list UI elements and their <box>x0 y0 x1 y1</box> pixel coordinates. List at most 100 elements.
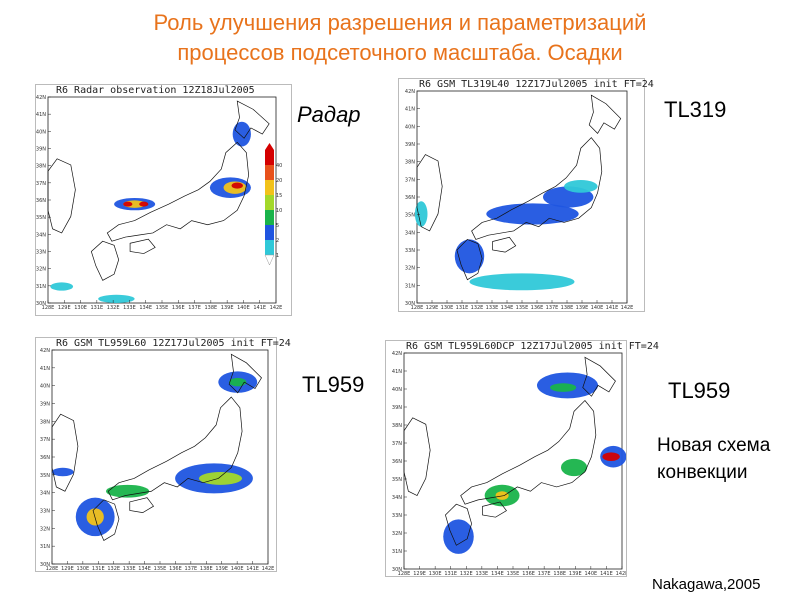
lon-tick-label: 134E <box>501 305 514 311</box>
lon-tick-label: 136E <box>169 566 182 571</box>
colorbar-swatch <box>265 210 274 225</box>
lon-tick-label: 129E <box>413 571 426 576</box>
lat-tick-label: 32N <box>405 266 415 272</box>
precip-patch <box>123 201 133 207</box>
credit-text: Nakagawa,2005 <box>652 576 761 593</box>
lat-tick-label: 41N <box>392 369 402 375</box>
lon-tick-label: 132E <box>107 566 120 571</box>
tl959-dcp-map: 42N41N40N39N38N37N36N35N34N33N32N31N30N1… <box>392 351 626 576</box>
lat-tick-label: 31N <box>405 283 415 289</box>
lat-tick-label: 38N <box>405 160 415 166</box>
lon-tick-label: 140E <box>591 305 604 311</box>
lon-tick-label: 132E <box>460 571 473 576</box>
colorbar-label: 10 <box>276 208 282 214</box>
panel-title: R6 GSM TL959L60 12Z17Jul2005 init FT=24 <box>56 338 291 349</box>
lat-tick-label: 36N <box>392 459 402 465</box>
lat-tick-label: 32N <box>392 531 402 537</box>
precip-patch <box>495 491 509 500</box>
colorbar-label: 2 <box>276 238 279 244</box>
precip-patch <box>443 519 474 554</box>
lat-tick-label: 34N <box>405 230 415 236</box>
coastline <box>90 240 120 281</box>
lon-tick-label: 129E <box>61 566 74 571</box>
lon-tick-label: 128E <box>42 305 55 311</box>
lat-tick-label: 36N <box>40 455 50 461</box>
precip-patch <box>50 282 74 291</box>
coastline <box>107 396 243 501</box>
lon-tick-label: 136E <box>172 305 185 311</box>
coastline <box>482 501 507 518</box>
new-scheme-line-1: Новая схема <box>657 435 771 456</box>
lat-tick-label: 35N <box>392 477 402 483</box>
lon-tick-label: 141E <box>253 305 266 311</box>
lat-tick-label: 30N <box>36 301 46 307</box>
lon-tick-label: 130E <box>77 566 90 571</box>
lon-tick-label: 138E <box>561 305 574 311</box>
lat-tick-label: 41N <box>40 366 50 372</box>
map-plot: 42N41N40N39N38N37N36N35N34N33N32N31N30N1… <box>36 95 282 311</box>
coastline <box>460 399 597 505</box>
colorbar-swatch <box>265 165 274 180</box>
lat-tick-label: 34N <box>36 232 46 238</box>
lon-tick-label: 130E <box>429 571 442 576</box>
lon-tick-label: 137E <box>538 571 551 576</box>
lon-tick-label: 132E <box>471 305 484 311</box>
colorbar-label: 15 <box>276 193 282 199</box>
lat-tick-label: 39N <box>392 405 402 411</box>
map-plot: 42N41N40N39N38N37N36N35N34N33N32N31N30N1… <box>405 89 633 311</box>
lat-tick-label: 40N <box>405 124 415 130</box>
lat-tick-label: 37N <box>392 441 402 447</box>
lon-tick-label: 139E <box>576 305 589 311</box>
lat-tick-label: 38N <box>40 419 50 425</box>
precip-patch <box>52 467 74 477</box>
lon-tick-label: 139E <box>569 571 582 576</box>
lon-tick-label: 140E <box>231 566 244 571</box>
lat-tick-label: 33N <box>405 248 415 254</box>
lon-tick-label: 131E <box>91 305 104 311</box>
panel-title: R6 GSM TL319L40 12Z17Jul2005 init FT=24 <box>419 79 654 90</box>
lat-tick-label: 40N <box>36 129 46 135</box>
tl959-panel: R6 GSM TL959L60 12Z17Jul2005 init FT=24 … <box>35 337 291 572</box>
lat-tick-label: 36N <box>36 198 46 204</box>
lon-tick-label: 133E <box>476 571 489 576</box>
lon-tick-label: 141E <box>606 305 619 311</box>
lon-tick-label: 133E <box>123 566 136 571</box>
lat-tick-label: 30N <box>40 562 50 568</box>
lat-tick-label: 33N <box>36 250 46 256</box>
panel-title: R6 GSM TL959L60DCP 12Z17Jul2005 init FT=… <box>406 341 659 352</box>
title-line-1: Роль улучшения разрешения и параметризац… <box>153 10 647 35</box>
lon-tick-label: 137E <box>185 566 198 571</box>
lat-tick-label: 34N <box>392 495 402 501</box>
precip-patch <box>602 452 620 461</box>
lon-tick-label: 136E <box>531 305 544 311</box>
lon-tick-label: 131E <box>444 571 457 576</box>
lat-tick-label: 39N <box>36 147 46 153</box>
precip-patch <box>550 383 577 392</box>
lat-tick-label: 41N <box>405 107 415 113</box>
lat-tick-label: 40N <box>40 384 50 390</box>
lon-tick-label: 130E <box>441 305 454 311</box>
radar-label: Радар <box>297 102 361 127</box>
lat-tick-label: 40N <box>392 387 402 393</box>
lon-tick-label: 131E <box>92 566 105 571</box>
lon-tick-label: 140E <box>585 571 598 576</box>
precip-patch <box>560 458 588 477</box>
coastline <box>51 413 79 492</box>
precip-patch <box>139 201 149 207</box>
precip-patch <box>232 121 251 147</box>
lon-tick-label: 128E <box>46 566 59 571</box>
lon-tick-label: 141E <box>600 571 613 576</box>
lon-tick-label: 135E <box>516 305 529 311</box>
lon-tick-label: 138E <box>205 305 218 311</box>
colorbar-label: 40 <box>276 163 282 169</box>
colorbar-swatch <box>265 240 274 255</box>
lon-tick-label: 138E <box>553 571 566 576</box>
coastline <box>228 353 262 394</box>
lon-tick-label: 135E <box>156 305 169 311</box>
tl959-dcp-panel: R6 GSM TL959L60DCP 12Z17Jul2005 init FT=… <box>385 340 659 577</box>
tl319-panel: R6 GSM TL319L40 12Z17Jul2005 init FT=24 … <box>398 78 654 312</box>
lon-tick-label: 135E <box>507 571 520 576</box>
colorbar-cap <box>265 143 274 150</box>
lat-tick-label: 38N <box>392 423 402 429</box>
colorbar-cap <box>264 254 275 266</box>
